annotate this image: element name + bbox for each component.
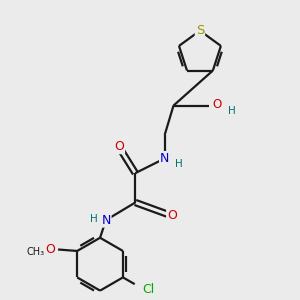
Text: H: H [228, 106, 236, 116]
Text: N: N [160, 152, 169, 165]
Text: CH₃: CH₃ [27, 248, 45, 257]
Text: O: O [212, 98, 221, 112]
Text: H: H [90, 214, 98, 224]
Text: O: O [114, 140, 124, 153]
Text: Cl: Cl [142, 283, 154, 296]
Text: N: N [101, 214, 111, 226]
Text: O: O [167, 209, 177, 222]
Text: S: S [196, 24, 204, 37]
Text: H: H [176, 159, 183, 169]
Text: O: O [45, 243, 55, 256]
